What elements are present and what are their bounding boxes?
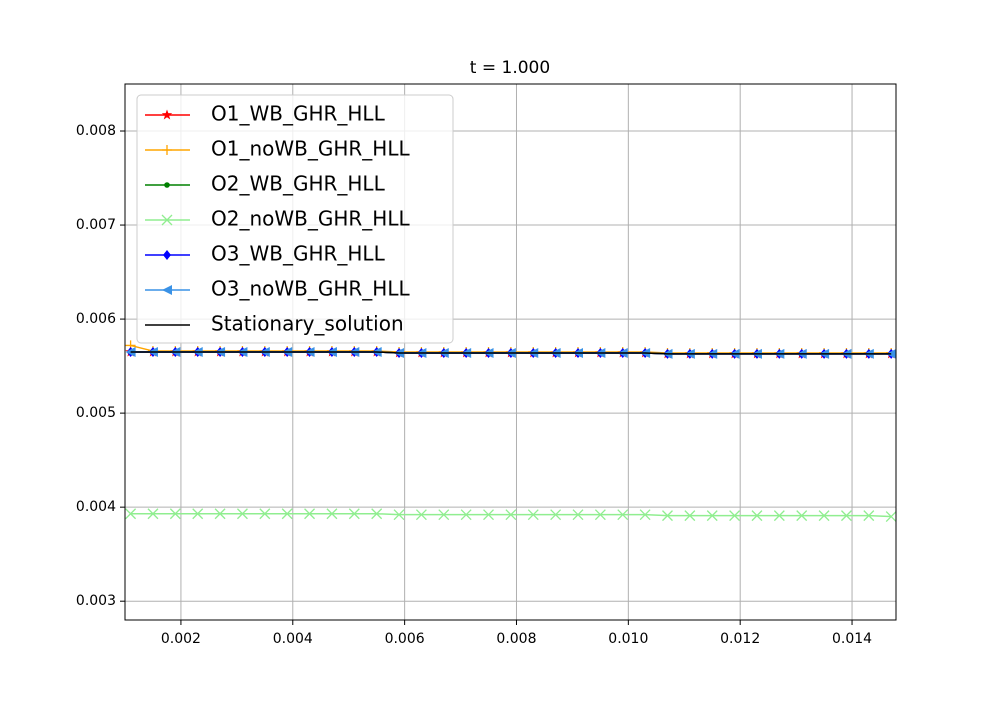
marker xyxy=(125,508,137,520)
marker xyxy=(572,509,584,521)
marker xyxy=(162,285,172,295)
marker xyxy=(505,509,517,521)
marker xyxy=(438,509,450,521)
x-tick-label: 0.012 xyxy=(720,631,760,647)
x-tick-label: 0.014 xyxy=(832,631,872,647)
marker xyxy=(304,508,316,520)
marker xyxy=(236,508,248,520)
marker xyxy=(259,508,271,520)
x-tick-label: 0.006 xyxy=(385,631,425,647)
y-tick-label: 0.003 xyxy=(76,593,116,609)
y-tick-label: 0.008 xyxy=(76,123,116,139)
marker xyxy=(281,508,293,520)
x-tick-label: 0.008 xyxy=(496,631,536,647)
marker xyxy=(162,145,172,155)
marker xyxy=(415,509,427,521)
marker xyxy=(773,510,785,522)
marker xyxy=(662,510,673,522)
marker xyxy=(639,509,651,521)
marker xyxy=(326,508,338,520)
legend: O1_WB_GHR_HLL O1_noWB_GHR_HLL O2_WB_GHR_HL… xyxy=(136,94,454,344)
marker xyxy=(751,510,763,522)
x-tick-label: 0.002 xyxy=(161,631,201,647)
marker xyxy=(164,182,170,188)
marker xyxy=(796,510,808,522)
legend-label: O3_WB_GHR_HLL xyxy=(211,242,386,266)
marker xyxy=(885,511,896,523)
legend-label: Stationary_solution xyxy=(211,312,404,336)
y-tick-label: 0.006 xyxy=(76,311,116,327)
marker xyxy=(483,509,494,521)
marker xyxy=(594,509,606,521)
marker xyxy=(527,509,539,521)
marker xyxy=(192,508,204,520)
marker xyxy=(460,509,472,521)
y-tick-label: 0.007 xyxy=(76,217,116,233)
marker xyxy=(840,510,852,522)
axes-frame xyxy=(124,83,897,621)
legend-box xyxy=(136,94,454,344)
marker xyxy=(163,250,171,260)
legend-label: O1_noWB_GHR_HLL xyxy=(211,137,410,161)
legend-label: O3_noWB_GHR_HLL xyxy=(211,277,410,301)
marker xyxy=(371,508,383,520)
x-tick-label: 0.004 xyxy=(273,631,313,647)
marker xyxy=(863,510,875,522)
y-tick-label: 0.005 xyxy=(76,405,116,421)
series-line xyxy=(130,351,892,355)
marker xyxy=(161,109,173,120)
marker xyxy=(147,508,159,520)
marker xyxy=(684,510,696,522)
y-tick-label: 0.004 xyxy=(76,499,116,515)
marker xyxy=(393,509,405,521)
marker xyxy=(617,509,629,521)
axes: 0.002 0.004 0.006 0.008 0.010 0.012 0.014 0.003… xyxy=(76,123,872,647)
marker xyxy=(214,508,226,520)
marker xyxy=(706,510,718,522)
plot-area xyxy=(125,340,896,523)
chart-title: t = 1.000 xyxy=(470,58,550,78)
marker xyxy=(348,508,360,520)
legend-label: O1_WB_GHR_HLL xyxy=(211,102,386,126)
legend-label: O2_noWB_GHR_HLL xyxy=(211,207,410,231)
legend-label: O2_WB_GHR_HLL xyxy=(211,172,386,196)
marker xyxy=(550,509,562,521)
marker xyxy=(161,214,173,226)
marker xyxy=(729,510,741,522)
marker xyxy=(818,510,830,522)
marker xyxy=(169,508,181,520)
x-tick-label: 0.010 xyxy=(608,631,648,647)
